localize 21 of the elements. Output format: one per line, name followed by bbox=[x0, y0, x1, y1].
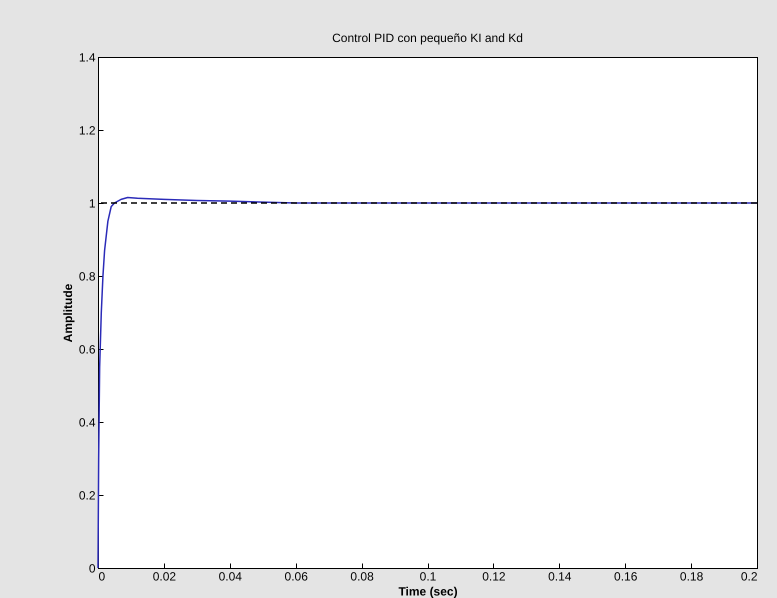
x-tick-label: 0.04 bbox=[218, 570, 242, 584]
x-tick-label: 0.1 bbox=[420, 570, 437, 584]
y-tick-label: 0.6 bbox=[78, 342, 96, 356]
y-tick-label: 1.4 bbox=[78, 50, 96, 64]
y-axis-title: Amplitude bbox=[60, 283, 75, 342]
y-tick-label: 0.4 bbox=[78, 416, 96, 430]
x-axis-title: Time (sec) bbox=[398, 584, 458, 598]
x-tick-label: 0.12 bbox=[482, 570, 506, 584]
x-tick-label: 0.02 bbox=[152, 570, 176, 584]
chart-title: Control PID con pequeño KI and Kd bbox=[332, 31, 523, 45]
y-tick-label: 0.2 bbox=[78, 488, 96, 502]
y-tick-label: 1.2 bbox=[78, 124, 96, 138]
y-tick-label: 0.8 bbox=[78, 270, 96, 284]
x-tick-label: 0.16 bbox=[614, 570, 638, 584]
x-tick-label: 0 bbox=[98, 570, 106, 584]
y-tick-label: 1 bbox=[88, 196, 96, 210]
x-tick-label: 0.08 bbox=[350, 570, 374, 584]
x-tick-label: 0.2 bbox=[740, 570, 758, 584]
x-tick-label: 0.06 bbox=[284, 570, 308, 584]
x-tick-label: 0.18 bbox=[680, 570, 704, 584]
x-tick-label: 0.14 bbox=[548, 570, 572, 584]
